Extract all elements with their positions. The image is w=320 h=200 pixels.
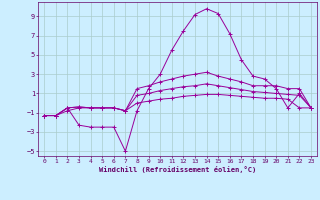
- X-axis label: Windchill (Refroidissement éolien,°C): Windchill (Refroidissement éolien,°C): [99, 166, 256, 173]
